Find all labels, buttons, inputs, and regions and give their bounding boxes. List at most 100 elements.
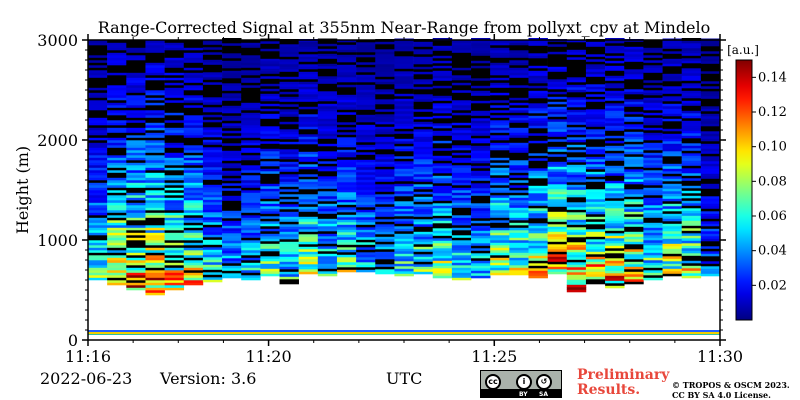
heatmap-cell xyxy=(547,166,568,170)
heatmap-cell xyxy=(585,176,606,180)
heatmap-cell xyxy=(183,152,204,156)
heatmap-cell xyxy=(605,258,625,261)
heatmap-cell xyxy=(605,95,625,99)
heatmap-cell xyxy=(605,238,625,241)
heatmap-cell xyxy=(681,253,702,256)
heatmap-cell xyxy=(700,198,721,202)
heatmap-cell xyxy=(317,48,338,52)
heatmap-cell xyxy=(662,86,682,89)
heatmap-cell xyxy=(107,60,127,63)
heatmap-cell xyxy=(547,236,568,240)
heatmap-cell xyxy=(413,56,434,60)
heatmap-cell xyxy=(356,167,376,170)
heatmap-cell xyxy=(528,155,548,159)
heatmap-cell xyxy=(88,260,108,263)
heatmap-cell xyxy=(605,230,625,234)
heatmap-cell xyxy=(202,119,223,123)
heatmap-cell xyxy=(547,189,568,192)
heatmap-cell xyxy=(126,225,146,228)
heatmap-cell xyxy=(279,134,299,137)
heatmap-cell xyxy=(298,266,319,270)
heatmap-cell xyxy=(222,65,242,69)
heatmap-cell xyxy=(88,205,108,208)
heatmap-cell xyxy=(279,219,299,222)
heatmap-cell xyxy=(700,121,721,124)
heatmap-cell xyxy=(202,139,223,143)
heatmap-cell xyxy=(471,183,491,186)
heatmap-cell xyxy=(509,180,529,183)
heatmap-cell xyxy=(183,237,204,241)
heatmap-cell xyxy=(509,52,529,56)
heatmap-cell xyxy=(202,142,223,145)
ground-signal-line xyxy=(88,334,720,335)
heatmap-cell xyxy=(222,173,242,176)
heatmap-cell xyxy=(164,67,185,71)
y-tick-label: 3000 xyxy=(37,31,78,50)
heatmap-cell xyxy=(126,195,146,198)
heatmap-cell xyxy=(317,141,338,144)
heatmap-cell xyxy=(356,94,376,98)
heatmap-cell xyxy=(107,280,127,283)
heatmap-cell xyxy=(183,255,204,258)
heatmap-cell xyxy=(528,70,548,74)
heatmap-cell xyxy=(317,76,338,79)
heatmap-cell xyxy=(202,179,223,183)
heatmap-cell xyxy=(643,60,663,63)
heatmap-cell xyxy=(605,68,625,71)
heatmap-cell xyxy=(336,129,357,133)
heatmap-cell xyxy=(298,44,319,47)
heatmap-cell xyxy=(202,222,223,225)
heatmap-cell xyxy=(585,126,606,130)
heatmap-cell xyxy=(662,88,682,92)
heatmap-cell xyxy=(336,197,357,200)
heatmap-cell xyxy=(356,259,376,263)
heatmap-cell xyxy=(528,230,548,234)
heatmap-cell xyxy=(643,260,663,263)
heatmap-cell xyxy=(585,94,606,97)
heatmap-cell xyxy=(585,44,606,47)
heatmap-cell xyxy=(336,79,357,83)
heatmap-cell xyxy=(681,128,702,131)
heatmap-cell xyxy=(336,152,357,155)
heatmap-cell xyxy=(451,142,472,146)
heatmap-cell xyxy=(222,208,242,211)
heatmap-cell xyxy=(528,200,548,204)
heatmap-cell xyxy=(356,77,376,80)
heatmap-cell xyxy=(605,218,625,221)
heatmap-cell xyxy=(643,165,663,168)
heatmap-cell xyxy=(298,49,319,52)
heatmap-cell xyxy=(662,138,682,142)
heatmap-cell xyxy=(279,226,299,230)
heatmap-cell xyxy=(585,104,606,107)
heatmap-cell xyxy=(88,245,108,248)
heatmap-cell xyxy=(126,170,146,173)
heatmap-cell xyxy=(88,152,108,156)
heatmap-cell xyxy=(356,159,376,163)
heatmap-cell xyxy=(605,43,625,46)
heatmap-cell xyxy=(107,65,127,68)
heatmap-cell xyxy=(336,207,357,210)
heatmap-cell xyxy=(317,128,338,132)
heatmap-cell xyxy=(260,231,280,234)
heatmap-cell xyxy=(585,251,606,255)
heatmap-cell xyxy=(605,125,625,129)
heatmap-cell xyxy=(183,57,204,61)
heatmap-cell xyxy=(547,69,568,72)
heatmap-cell xyxy=(183,165,204,168)
heatmap-cell xyxy=(107,87,127,91)
heatmap-cell xyxy=(585,141,606,145)
heatmap-cell xyxy=(336,224,357,228)
heatmap-cell xyxy=(375,244,395,247)
heatmap-cell xyxy=(107,232,127,236)
heatmap-cell xyxy=(356,89,376,93)
heatmap-cell xyxy=(490,260,510,263)
heatmap-cell xyxy=(126,160,146,163)
heatmap-cell xyxy=(336,222,357,225)
heatmap-cell xyxy=(394,176,414,179)
heatmap-cell xyxy=(183,100,204,103)
heatmap-cell xyxy=(451,200,472,203)
heatmap-cell xyxy=(547,239,568,242)
heatmap-cell xyxy=(126,77,146,81)
heatmap-cell xyxy=(509,267,529,271)
heatmap-cell xyxy=(528,238,548,241)
